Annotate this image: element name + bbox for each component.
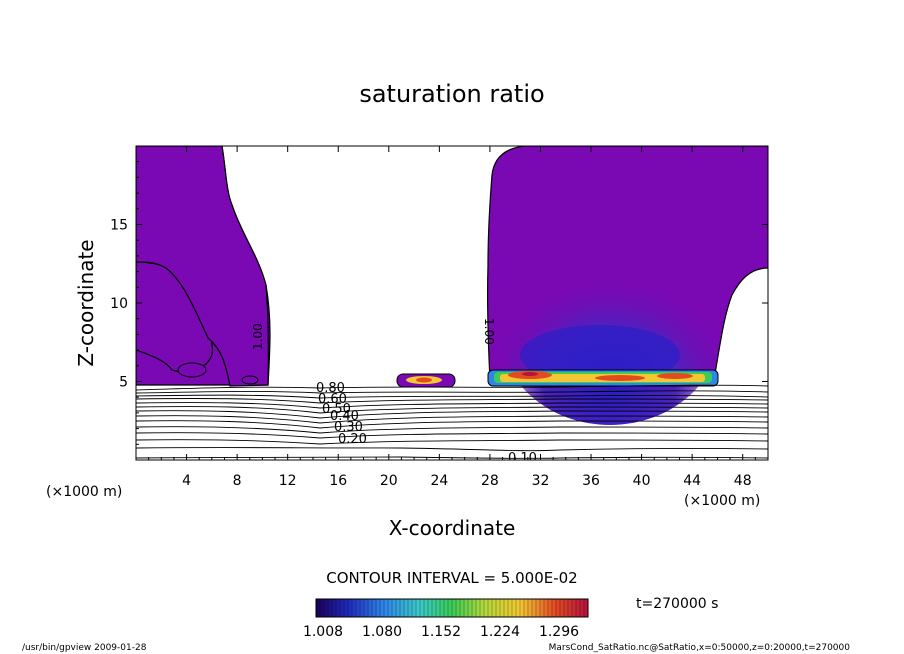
contour-label-8: 0.20	[338, 432, 367, 447]
x-tick-label: 24	[430, 473, 448, 489]
x-tick-label: 44	[683, 473, 701, 489]
x-unit-left: (×1000 m)	[46, 484, 122, 500]
cloud-layer-right-hot2	[595, 375, 645, 381]
contour-interval: CONTOUR INTERVAL = 5.000E-02	[326, 569, 577, 587]
y-tick-label: 15	[110, 218, 128, 234]
colorbar-divisions	[319, 599, 585, 617]
x-tick-label: 32	[532, 473, 550, 489]
contour-lines	[136, 384, 768, 459]
contour-label-5: 0.50	[322, 402, 351, 417]
colorbar-ticks: 1.008 1.080 1.152 1.224 1.296	[303, 624, 579, 640]
cloud-layer-right-peak	[522, 372, 538, 376]
cloud-layer-center-hot	[416, 377, 432, 383]
x-tick-label: 4	[182, 473, 191, 489]
colorbar-tick-label: 1.080	[362, 624, 402, 640]
x-tick-label: 20	[380, 473, 398, 489]
contour-label-9: 0.10	[508, 451, 537, 466]
colorbar-tick-label: 1.152	[421, 624, 461, 640]
time-label: t=270000 s	[636, 596, 718, 612]
small-cloud-2	[241, 375, 259, 385]
colorbar	[315, 598, 589, 618]
y-axis-label: Z-coordinate	[74, 239, 98, 366]
x-tick-label: 28	[481, 473, 499, 489]
x-unit-right: (×1000 m)	[684, 493, 760, 509]
y-axis-ticks: 5 10 15	[110, 161, 768, 445]
x-axis-label: X-coordinate	[389, 516, 516, 540]
x-tick-label: 36	[582, 473, 600, 489]
chart-title: saturation ratio	[359, 80, 544, 108]
y-tick-label: 5	[119, 375, 128, 391]
small-cloud	[177, 362, 207, 378]
x-tick-label: 48	[734, 473, 752, 489]
saturated-region-left-top	[136, 146, 269, 387]
cloud-layer-right-hot3	[657, 373, 693, 379]
footer-right: MarsCond_SatRatio.nc@SatRatio,x=0:50000,…	[549, 643, 851, 653]
x-tick-label: 16	[329, 473, 347, 489]
x-axis-ticks: 4 8 12 16 20 24 28 32 36 40 44 48	[148, 146, 756, 489]
x-tick-label: 40	[633, 473, 651, 489]
footer-left: /usr/bin/gpview 2009-01-28	[22, 643, 147, 653]
contour-label-2: 1.00	[482, 318, 496, 345]
contour-label-7: 0.30	[334, 420, 363, 435]
contour-label-1: 1.00	[251, 323, 265, 350]
colorbar-tick-label: 1.296	[539, 624, 579, 640]
colorbar-tick-label: 1.008	[303, 624, 343, 640]
plot-area: 1.00 1.00 0.80 0.60 0.50 0.40 0.30 0.20 …	[136, 146, 768, 466]
contour-label-6: 0.40	[330, 409, 359, 424]
x-tick-label: 8	[233, 473, 242, 489]
x-tick-label: 12	[279, 473, 297, 489]
colorbar-tick-label: 1.224	[480, 624, 520, 640]
contour-label-4: 0.60	[318, 392, 347, 407]
y-tick-label: 10	[110, 296, 128, 312]
contour-label-3: 0.80	[316, 381, 345, 396]
